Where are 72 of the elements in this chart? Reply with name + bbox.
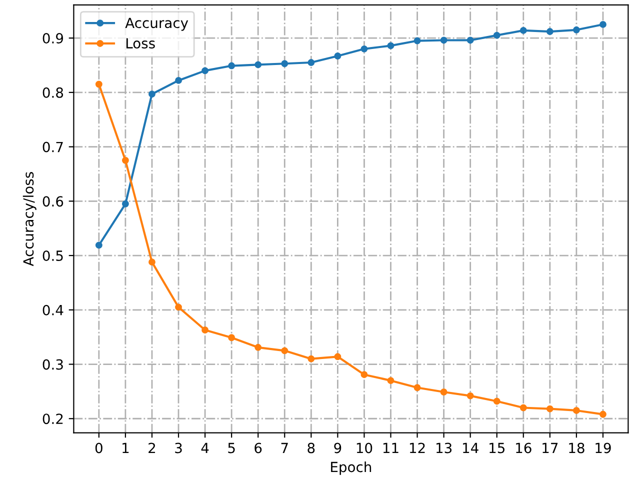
point: [387, 377, 394, 384]
point: [466, 392, 474, 400]
point: [95, 80, 102, 88]
y-tick-label: 0.4: [42, 304, 64, 316]
point: [520, 26, 527, 34]
y-tick-label: 0.5: [42, 250, 63, 261]
point: [281, 60, 288, 68]
point: [360, 45, 368, 52]
y-tick-label: 0.9: [42, 33, 64, 44]
point: [414, 384, 421, 392]
point: [546, 405, 554, 412]
y-axis-title: Accuracy/loss: [22, 172, 36, 266]
point: [572, 26, 580, 34]
point: [440, 388, 448, 396]
x-tick-label: 1: [122, 442, 129, 454]
point: [334, 353, 342, 360]
x-tick-label: 6: [254, 442, 262, 454]
point: [148, 258, 156, 266]
point: [600, 410, 606, 418]
x-tick-label: 5: [228, 442, 235, 454]
point: [148, 90, 156, 98]
x-tick-label: 12: [410, 442, 425, 454]
point: [228, 62, 236, 70]
x-tick-label: 3: [175, 442, 182, 454]
point: [202, 67, 209, 74]
point: [520, 404, 527, 412]
x-tick-label: 7: [281, 442, 288, 454]
point: [254, 344, 262, 351]
point: [175, 76, 182, 84]
point: [254, 61, 262, 68]
x-tick-label: 11: [383, 442, 398, 454]
legend-label: Loss: [126, 38, 155, 49]
y-tick-label: 0.7: [42, 142, 63, 152]
point: [600, 20, 606, 28]
x-tick-label: 0: [95, 442, 102, 454]
point: [546, 28, 554, 36]
x-tick-label: 10: [356, 442, 372, 454]
point: [360, 371, 368, 378]
point: [175, 304, 182, 311]
point: [122, 156, 129, 164]
legend-label: Accuracy: [125, 18, 188, 31]
point: [308, 355, 315, 362]
x-tick-label: 13: [436, 442, 452, 454]
point: [308, 59, 315, 66]
x-tick-label: 2: [148, 442, 156, 454]
point: [202, 326, 209, 334]
point: [466, 36, 474, 44]
y-tick-label: 0.2: [42, 414, 63, 424]
point: [493, 32, 500, 39]
x-axis-title: Epoch: [331, 461, 372, 475]
x-tick-label: 9: [334, 442, 342, 454]
point: [414, 37, 421, 44]
y-tick-label: 0.6: [42, 196, 64, 207]
x-tick-label: 14: [463, 442, 478, 454]
x-tick-label: 18: [569, 442, 584, 454]
point: [281, 347, 288, 354]
point: [228, 334, 236, 342]
point: [493, 398, 500, 405]
x-tick-label: 19: [596, 442, 611, 454]
point: [572, 407, 580, 414]
point: [122, 200, 129, 208]
point: [440, 36, 448, 44]
x-tick-label: 8: [308, 442, 315, 454]
point: [387, 42, 394, 50]
point: [95, 242, 102, 249]
x-tick-label: 16: [516, 442, 532, 454]
y-tick-label: 0.8: [42, 87, 64, 98]
point: [334, 52, 342, 60]
x-tick-label: 4: [201, 442, 209, 454]
x-tick-label: 17: [542, 442, 558, 454]
x-tick-label: 15: [490, 442, 504, 454]
y-tick-label: 0.3: [42, 359, 63, 370]
